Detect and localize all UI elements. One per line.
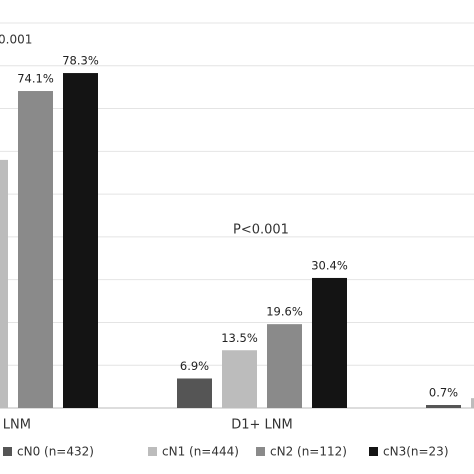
annotation: P<0.001 [233, 223, 289, 238]
value-label: 19.6% [266, 305, 303, 319]
legend-swatch [369, 447, 378, 456]
value-label: 74.1% [17, 72, 54, 86]
bar [18, 91, 53, 409]
bar [177, 378, 212, 408]
bar [267, 324, 302, 408]
value-label: 6.9% [180, 359, 209, 373]
legend-label: cN0 (n=432) [17, 445, 94, 459]
value-label: 78.3% [62, 54, 99, 68]
x-tick-label: l LNM [0, 418, 31, 433]
legend-label: cN2 (n=112) [270, 445, 347, 459]
legend-swatch [148, 447, 157, 456]
bar [63, 73, 98, 409]
bar [471, 398, 474, 408]
value-label: 13.5% [221, 331, 258, 345]
legend-label: cN3(n=23) [383, 445, 449, 459]
annotation: 0.001 [0, 33, 32, 47]
bar [426, 405, 461, 408]
value-label: 0.7% [429, 386, 458, 400]
bar [0, 159, 8, 408]
bar [222, 350, 257, 408]
legend-label: cN1 (n=444) [162, 445, 239, 459]
legend-swatch [256, 447, 265, 456]
legend-swatch [3, 447, 12, 456]
x-tick-label: D1+ LNM [231, 418, 293, 433]
value-label: 30.4% [311, 258, 348, 272]
bar [312, 277, 347, 408]
